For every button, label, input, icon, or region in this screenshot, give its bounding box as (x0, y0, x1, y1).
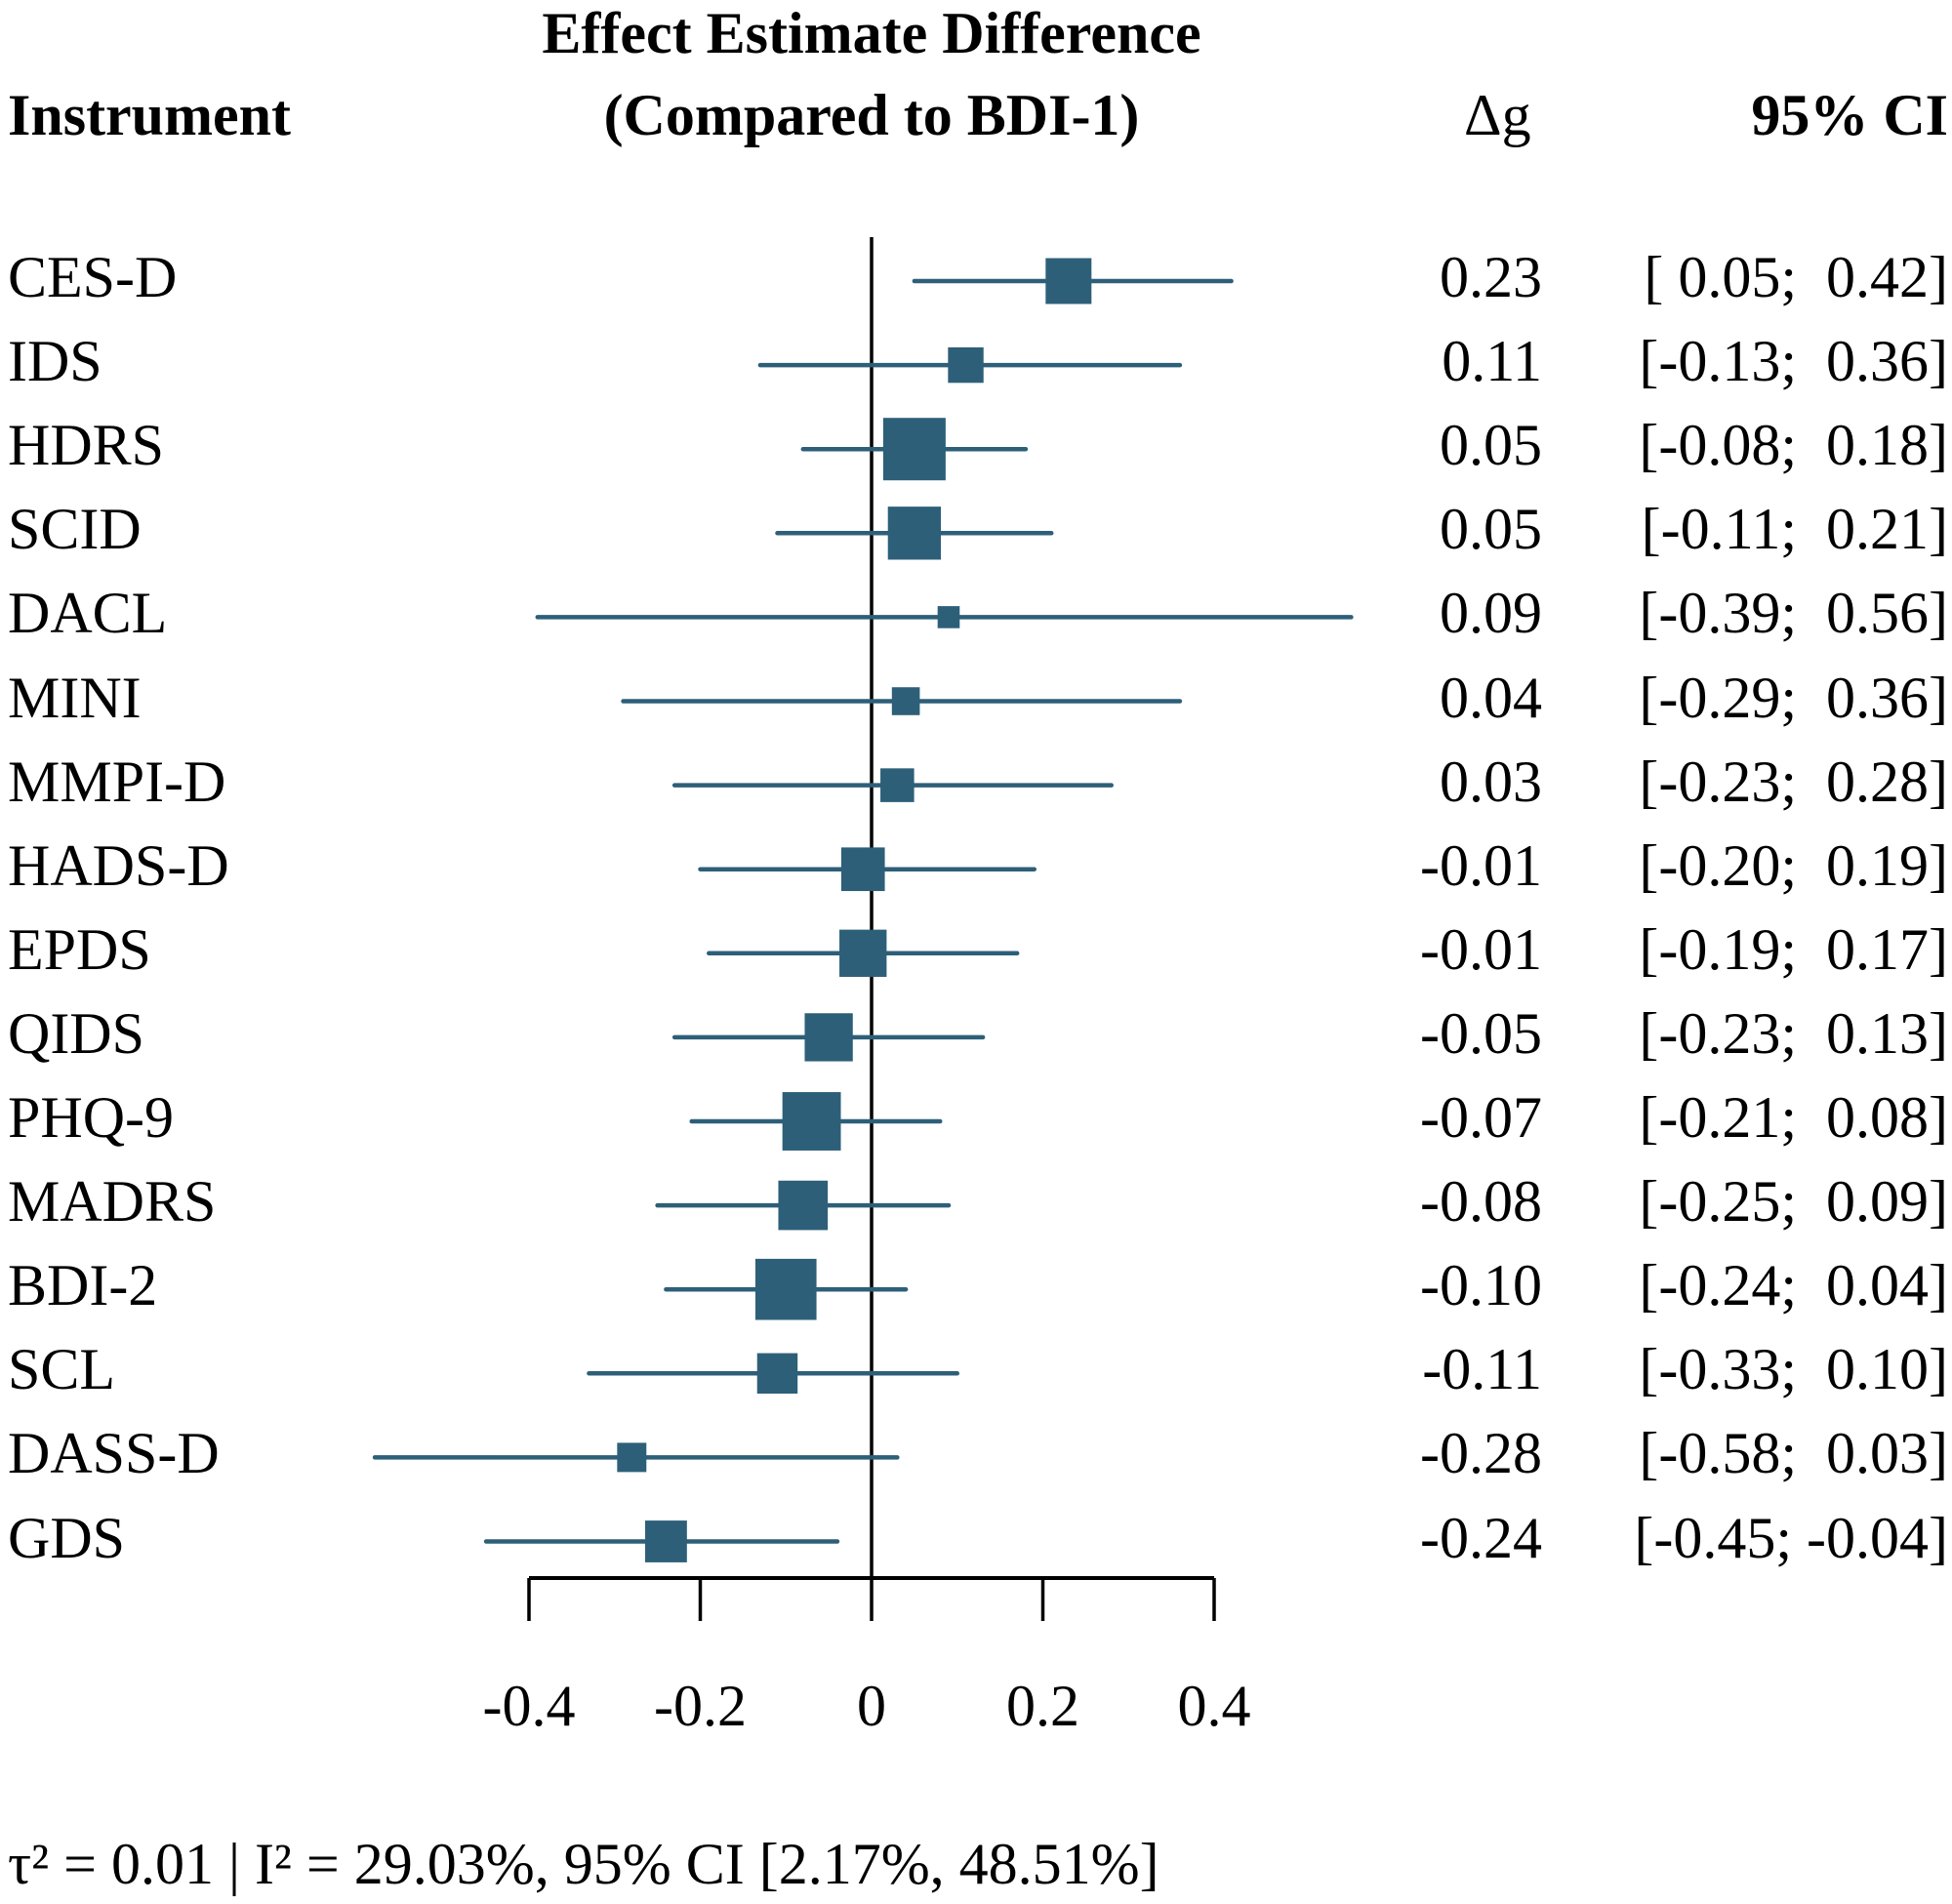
delta-g-value: -0.01 (1420, 832, 1542, 898)
instrument-label: MADRS (8, 1169, 217, 1235)
estimate-marker (880, 768, 915, 802)
estimate-marker (804, 1013, 853, 1062)
instrument-label: SCID (8, 497, 142, 562)
instrument-label: MINI (8, 665, 142, 730)
instrument-label: HDRS (8, 413, 165, 478)
estimate-marker (617, 1442, 647, 1473)
delta-g-value: -0.07 (1420, 1085, 1542, 1150)
delta-g-value: 0.03 (1440, 749, 1542, 814)
delta-g-value: -0.08 (1420, 1169, 1542, 1235)
ci-value: [-0.33; 0.10] (1639, 1337, 1948, 1402)
delta-g-value: 0.05 (1440, 497, 1542, 562)
delta-g-value: 0.09 (1440, 581, 1542, 646)
estimate-marker (948, 346, 984, 384)
estimate-marker (937, 606, 960, 628)
delta-g-value: -0.11 (1422, 1337, 1542, 1402)
ci-value: [-0.20; 0.19] (1639, 832, 1948, 898)
column-header-delta-g: Δg (1464, 83, 1531, 147)
column-header-ci: 95% CI (1751, 83, 1948, 147)
instrument-label: HADS-D (8, 832, 229, 898)
estimate-marker (644, 1520, 687, 1562)
instrument-label: DACL (8, 581, 168, 646)
ci-value: [-0.23; 0.13] (1639, 1000, 1948, 1066)
estimate-marker (840, 847, 885, 892)
instrument-label: GDS (8, 1505, 126, 1570)
instrument-label: IDS (8, 329, 102, 394)
ci-value: [-0.25; 0.09] (1639, 1169, 1948, 1235)
instrument-label: MMPI-D (8, 749, 226, 814)
heterogeneity-footer: τ² = 0.01 | I² = 29.03%, 95% CI [2.17%, … (8, 1832, 1159, 1896)
estimate-marker (839, 929, 887, 977)
estimate-marker (756, 1353, 798, 1395)
instrument-label: CES-D (8, 245, 178, 309)
ci-value: [-0.58; 0.03] (1639, 1421, 1948, 1486)
ci-value: [-0.23; 0.28] (1639, 749, 1948, 814)
ci-value: [-0.39; 0.56] (1639, 581, 1948, 646)
delta-g-value: -0.05 (1420, 1000, 1542, 1066)
ci-value: [ 0.05; 0.42] (1644, 245, 1948, 309)
instrument-label: SCL (8, 1337, 116, 1402)
delta-g-value: 0.11 (1442, 329, 1542, 394)
column-header-instrument: Instrument (8, 83, 292, 147)
estimate-marker (882, 418, 946, 481)
estimate-marker (891, 687, 920, 715)
estimate-marker (778, 1180, 829, 1231)
x-tick-label: -0.2 (654, 1674, 747, 1738)
delta-g-value: -0.28 (1420, 1421, 1542, 1486)
instrument-label: QIDS (8, 1000, 145, 1066)
ci-value: [-0.08; 0.18] (1639, 413, 1948, 478)
ci-value: [-0.45; -0.04] (1634, 1505, 1948, 1570)
ci-value: [-0.29; 0.36] (1639, 665, 1948, 730)
x-tick-label: 0.4 (1177, 1674, 1251, 1738)
x-tick-label: 0.2 (1006, 1674, 1079, 1738)
chart-title-line2: (Compared to BDI-1) (603, 83, 1140, 147)
ci-value: [-0.24; 0.04] (1639, 1253, 1948, 1318)
ci-value: [-0.11; 0.21] (1641, 497, 1948, 562)
instrument-label: BDI-2 (8, 1253, 158, 1318)
estimate-marker (782, 1092, 841, 1151)
ci-value: [-0.13; 0.36] (1639, 329, 1948, 394)
delta-g-value: -0.24 (1420, 1505, 1542, 1570)
x-tick-label: -0.4 (482, 1674, 576, 1738)
delta-g-value: -0.01 (1420, 916, 1542, 982)
ci-value: [-0.21; 0.08] (1639, 1085, 1948, 1150)
delta-g-value: 0.05 (1440, 413, 1542, 478)
instrument-label: PHQ-9 (8, 1085, 175, 1150)
delta-g-value: 0.04 (1440, 665, 1542, 730)
estimate-marker (1045, 258, 1092, 304)
delta-g-value: -0.10 (1420, 1253, 1542, 1318)
x-tick-label: 0 (857, 1674, 886, 1738)
ci-value: [-0.19; 0.17] (1639, 916, 1948, 982)
chart-title-line1: Effect Estimate Difference (542, 1, 1201, 65)
instrument-label: DASS-D (8, 1421, 220, 1486)
estimate-marker (754, 1258, 817, 1320)
delta-g-value: 0.23 (1440, 245, 1542, 309)
estimate-marker (887, 506, 942, 560)
instrument-label: EPDS (8, 916, 151, 982)
